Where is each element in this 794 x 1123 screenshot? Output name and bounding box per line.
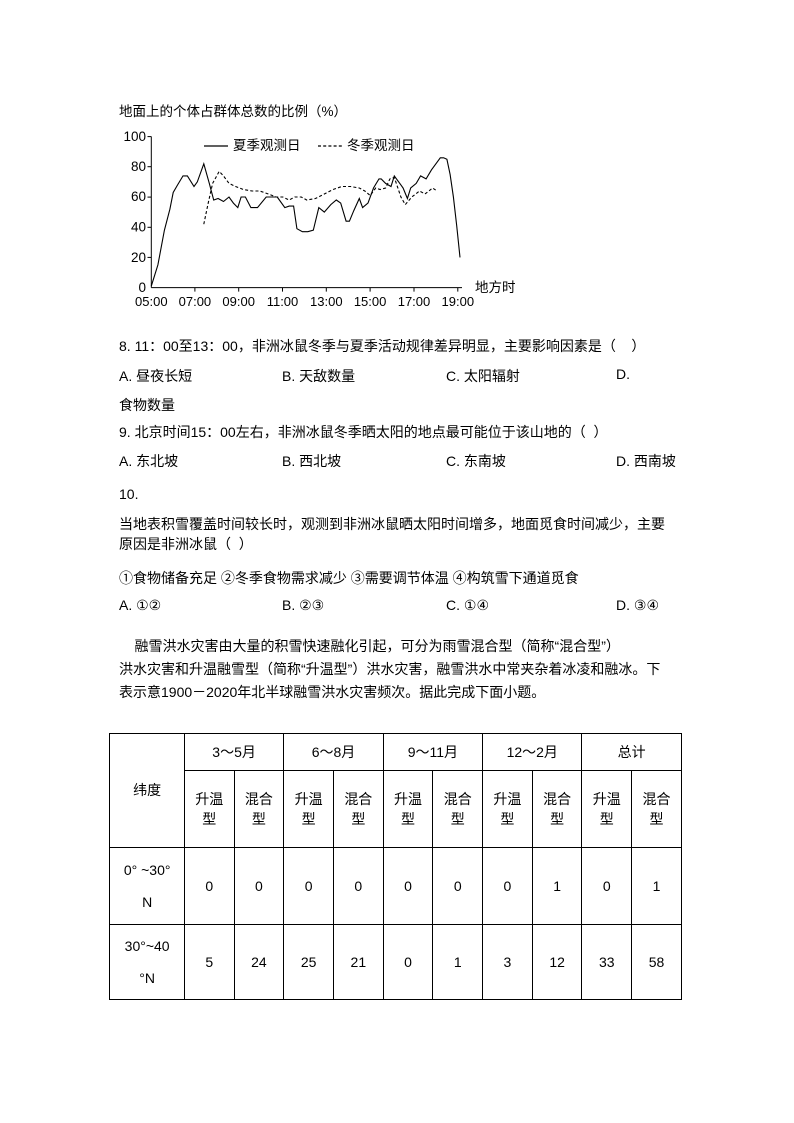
svg-text:15:00: 15:00	[354, 294, 387, 309]
svg-text:100: 100	[123, 129, 146, 144]
svg-text:07:00: 07:00	[179, 294, 212, 309]
svg-text:60: 60	[131, 189, 146, 204]
svg-text:05:00: 05:00	[135, 294, 168, 309]
svg-text:夏季观测日: 夏季观测日	[233, 138, 301, 153]
svg-text:19:00: 19:00	[442, 294, 475, 309]
svg-text:冬季观测日: 冬季观测日	[347, 138, 415, 153]
svg-text:13:00: 13:00	[310, 294, 343, 309]
svg-text:20: 20	[131, 250, 146, 265]
svg-text:40: 40	[131, 220, 146, 235]
svg-text:0: 0	[138, 280, 146, 295]
svg-text:11:00: 11:00	[267, 294, 299, 309]
svg-text:80: 80	[131, 159, 146, 174]
svg-text:09:00: 09:00	[222, 294, 255, 309]
svg-text:17:00: 17:00	[398, 294, 431, 309]
svg-text:地方时: 地方时	[475, 280, 516, 295]
